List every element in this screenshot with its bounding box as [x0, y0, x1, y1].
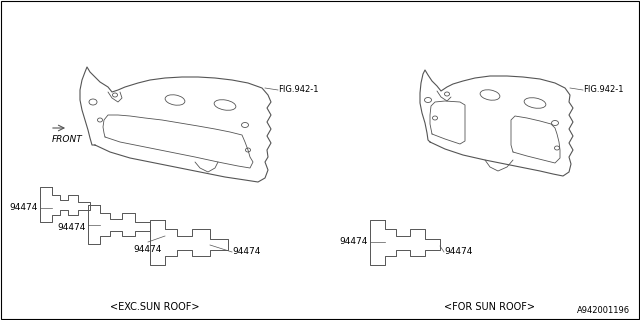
Text: 94474: 94474 — [134, 245, 162, 254]
Text: 94474: 94474 — [10, 204, 38, 212]
Text: <EXC.SUN ROOF>: <EXC.SUN ROOF> — [110, 302, 200, 312]
Text: 94474: 94474 — [444, 247, 472, 257]
Text: 94474: 94474 — [232, 247, 260, 257]
Text: FIG.942-1: FIG.942-1 — [583, 85, 623, 94]
Text: A942001196: A942001196 — [577, 306, 630, 315]
Text: 94474: 94474 — [340, 237, 368, 246]
Text: FRONT: FRONT — [52, 135, 83, 144]
Text: <FOR SUN ROOF>: <FOR SUN ROOF> — [445, 302, 536, 312]
Text: 94474: 94474 — [58, 223, 86, 233]
Text: FIG.942-1: FIG.942-1 — [278, 85, 319, 94]
